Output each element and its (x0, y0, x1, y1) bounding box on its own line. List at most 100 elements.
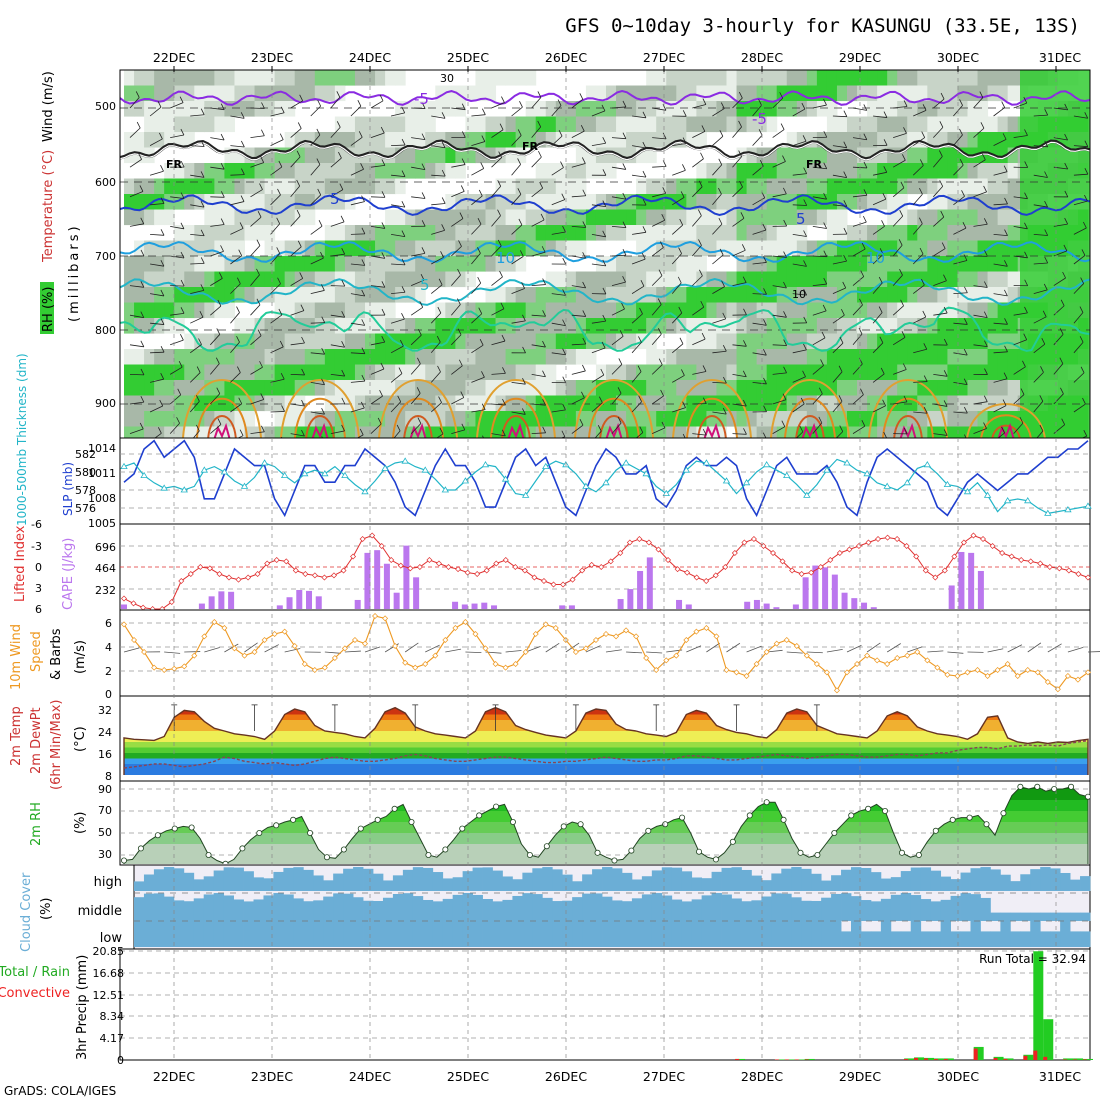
rh-cell (726, 333, 738, 350)
cloud-cell (910, 867, 922, 891)
cloud-cell (432, 872, 444, 891)
rh-cell (415, 240, 426, 257)
rh-cell (174, 194, 185, 210)
wind-barb-flag (1039, 395, 1044, 402)
wind-barb (933, 433, 948, 436)
rh-marker (949, 816, 956, 823)
wind-barb-flag (900, 299, 904, 307)
wind-barb (430, 312, 442, 324)
rh-cell (796, 395, 808, 412)
rh-cell (405, 318, 416, 334)
cloud-cell (641, 921, 653, 947)
wind-barb (812, 226, 827, 229)
cloud-cell (283, 894, 294, 921)
wind-barb-flag (341, 341, 345, 348)
rh-cell (967, 380, 979, 396)
rh-cell (174, 380, 185, 396)
rh-cell (244, 70, 256, 86)
wind-barb-flag (682, 164, 686, 171)
wind-barb (1094, 368, 1100, 375)
wind10m-barb (746, 645, 762, 653)
bottom-date-0: 22DEC (153, 1069, 195, 1084)
rh-cell (857, 349, 868, 365)
rh-cell (495, 225, 507, 241)
wind-barb-flag (679, 218, 684, 226)
wind-barb-flag (321, 316, 326, 323)
cloud-cell (1000, 912, 1011, 921)
wind-barb (350, 407, 365, 413)
wind-barb-flag (601, 104, 606, 112)
contour-label-10-b: 10 (866, 249, 885, 267)
rh-cell (816, 101, 828, 117)
rh-cell (515, 287, 527, 303)
wind-speed-marker (904, 652, 911, 659)
rh-cell (495, 132, 507, 148)
rh-cell (666, 318, 677, 334)
wind-barb-flag (702, 428, 707, 436)
rh-cell (585, 85, 597, 102)
wind-barb-flag (357, 99, 362, 107)
rh-cell (264, 318, 276, 334)
wind-barb (451, 246, 462, 257)
wind-speed-marker (823, 669, 830, 676)
wind-barb-flag (843, 227, 848, 235)
rh-cell (646, 101, 657, 117)
wind-barb (795, 431, 804, 438)
cloud-cell (950, 879, 961, 891)
rh-cell (857, 395, 868, 412)
rh-cell (224, 147, 235, 164)
rh-cell (124, 194, 135, 210)
cloud-cell (363, 921, 374, 947)
li-marker (321, 574, 328, 581)
wind-barb (993, 107, 1005, 117)
wind-barb-flag (642, 226, 647, 233)
rh-cell (254, 225, 266, 241)
wind-barb-flag (478, 189, 483, 197)
li-marker (674, 566, 681, 573)
rh-cell (686, 426, 697, 438)
rh-cell (937, 116, 948, 133)
rh-cell (1007, 240, 1019, 257)
rh-cell (796, 333, 808, 350)
wind-barb (772, 97, 783, 109)
rh-cell (304, 256, 316, 272)
rh-cell (636, 209, 647, 226)
rh-cell (164, 302, 175, 319)
rh-cell (816, 349, 828, 365)
rh-cell (686, 225, 697, 241)
rh-cell (435, 240, 446, 257)
wind-barb-flag (639, 307, 643, 315)
rh-cell (646, 70, 657, 86)
precip-total-bar (943, 1058, 954, 1060)
rh-cell (786, 395, 798, 412)
wind-barb (210, 251, 224, 257)
rh-cell (134, 101, 145, 117)
wind-barb-flag (939, 180, 944, 187)
rh-cell (575, 194, 587, 210)
wind-barb-flag (420, 274, 425, 281)
cloud-cell (900, 871, 912, 891)
rh-cell (535, 178, 547, 195)
wind-barb-flag (1004, 229, 1008, 236)
wind-barb-flag (497, 209, 501, 216)
wind-barb-flag (799, 425, 804, 433)
li-marker (598, 564, 605, 570)
rh-cell (194, 85, 205, 102)
rh-cell (656, 426, 667, 438)
wind-speed-marker (422, 661, 429, 667)
wind-barb-flag (622, 192, 627, 200)
wind-barb (973, 191, 987, 198)
wind-speed-marker (412, 664, 419, 671)
rh-cell (1007, 194, 1019, 210)
rh-cell (395, 116, 406, 133)
rh-cell (555, 194, 567, 210)
wind-barb (973, 285, 988, 288)
wind-barb-flag (279, 133, 284, 140)
wind-barb (671, 253, 682, 265)
wind-speed-marker (713, 633, 720, 640)
rh-cell (606, 271, 617, 288)
rh-cell (937, 426, 948, 438)
rh-cell (595, 194, 607, 210)
wind-barb (571, 130, 585, 138)
wind-barb-flag (542, 340, 546, 348)
